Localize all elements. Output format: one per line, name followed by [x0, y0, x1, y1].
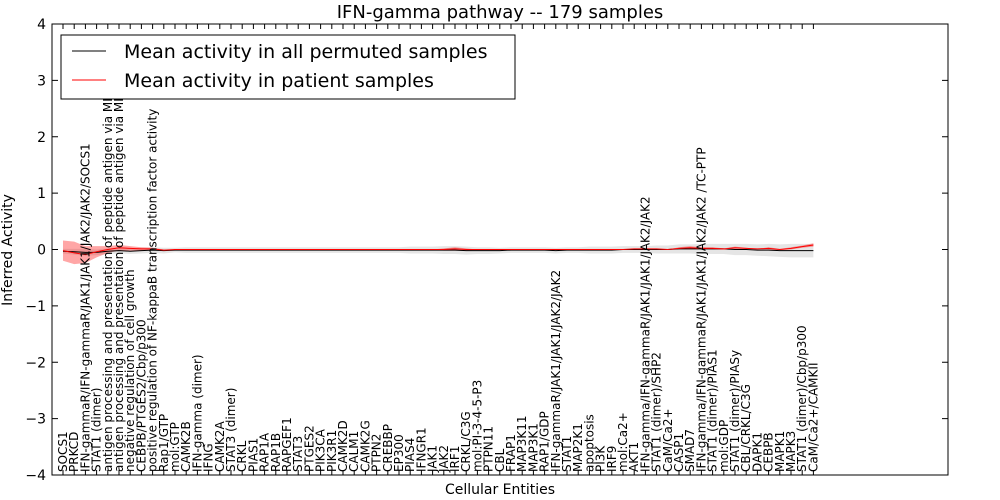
x-tick-label: SOCS1	[56, 431, 70, 472]
y-tick-label: 1	[37, 186, 46, 202]
x-tick-label: CREBBP	[381, 424, 395, 472]
x-tick-label: IFN-gammaR/JAK1/JAK1/JAK2/JAK2	[549, 270, 563, 472]
x-tick-label: IRF9	[605, 446, 619, 472]
y-tick-label: 2	[37, 130, 46, 146]
x-tick-label: CaM/Ca2+/CAMKII	[806, 363, 820, 472]
x-tick-label: IFN-gamma/IFN-gammaR/JAK1/JAK1/JAK2/JAK2	[638, 196, 652, 472]
x-tick-label: IFN-gamma/IFN-gammaR/JAK1/JAK1/JAK2/JAK2…	[694, 147, 708, 472]
x-tick-label: CRKL	[235, 440, 249, 472]
x-tick-label: STAT1 (dimer)/PIAS1	[706, 349, 720, 472]
x-tick-label: STAT3	[291, 436, 305, 472]
y-tick-label: −1	[25, 299, 46, 315]
x-tick-label: PIAS1	[246, 438, 260, 472]
y-tick-label: −2	[25, 355, 46, 371]
x-tick-label: CASP1	[672, 433, 686, 472]
x-tick-label: PTGES2	[302, 425, 316, 472]
x-tick-label: CRKL/C3G	[459, 411, 473, 472]
line-permuted	[62, 248, 814, 253]
y-axis-label: Inferred Activity	[0, 194, 16, 306]
x-tick-label: IFNG	[202, 443, 216, 472]
confidence-bands	[63, 240, 814, 265]
x-tick-label: RAP1/GDP	[538, 411, 552, 472]
x-tick-label: Rap1/GTP	[157, 414, 171, 472]
x-tick-label: antigen processing and presentation of p…	[101, 43, 115, 472]
x-tick-label: RAPGEF1	[280, 417, 294, 472]
x-tick-label: IFNGR1	[414, 427, 428, 472]
x-tick-label: PIK3CA	[314, 428, 328, 472]
x-tick-label: CAMK2A	[213, 421, 227, 472]
x-tick-label: AKT1	[627, 442, 641, 472]
x-tick-label: CEBPB/PTGES2/Cbp/p300	[134, 319, 148, 472]
x-tick-label: mol:PI-3-4-5-P3	[470, 380, 484, 472]
x-tick-label: CBL	[493, 448, 507, 472]
x-tick-label: RAP1B	[269, 433, 283, 472]
x-tick-label: CAMK2D	[336, 420, 350, 472]
x-tick-label: CEBPB	[762, 432, 776, 472]
x-tick-label: FRAP1	[504, 434, 518, 472]
x-tick-label: MAP3K11	[515, 415, 529, 472]
x-tick-label: STAT1 (dimer)/PIASy	[728, 350, 742, 472]
x-tick-label: MAPK3	[784, 431, 798, 472]
band-permuted	[63, 243, 814, 258]
y-tick-label: 4	[37, 17, 46, 33]
series-lines	[62, 244, 814, 256]
x-tick-label: CAMK2B	[179, 421, 193, 472]
x-tick-label: IFN-gammaR/IFN-gammaR/JAK1/JAK1/JAK2/JAK…	[78, 143, 92, 472]
x-tick-label: mol:GTP	[168, 422, 182, 472]
x-axis-label: Cellular Entities	[445, 482, 555, 498]
x-tick-label: PRKCD	[67, 432, 81, 472]
x-tick-label: DAPK1	[750, 432, 764, 472]
x-tick-label: CBL/CRKL/C3G	[739, 384, 753, 472]
x-tick-label: CaM/Ca2+	[661, 408, 675, 472]
x-tick-label: MAP3K1	[526, 423, 540, 472]
line-patient	[62, 244, 814, 256]
x-tick-label: apoptosis	[582, 414, 596, 472]
x-tick-label: mol:GDP	[717, 420, 731, 472]
y-axis: −4 −3 −2 −1 0 1 2 3 4	[25, 17, 948, 484]
y-tick-label: 3	[37, 73, 46, 89]
x-tick-label: MAP2K1	[571, 423, 585, 472]
x-tick-label: antigen processing and presentation of p…	[112, 40, 126, 472]
y-tick-label: −4	[25, 468, 46, 484]
x-tick-label: SMAD7	[683, 429, 697, 472]
y-tick-label: 0	[37, 243, 46, 259]
x-tick-label: PTPN11	[482, 426, 496, 472]
x-tick-label: CAMK2G	[358, 420, 372, 472]
x-tick-label: STAT1 (dimer)/Cbp/p300	[795, 325, 809, 472]
y-tick-label: −3	[25, 412, 46, 428]
x-tick-label: STAT1	[560, 436, 574, 472]
x-tick-label: mol:Ca2+	[616, 412, 630, 472]
legend-box	[60, 34, 516, 100]
x-tick-label: MAPK1	[773, 431, 787, 472]
x-tick-label: positive regulation of NF-kappaB transcr…	[146, 109, 160, 472]
x-tick-label: PI3K	[594, 445, 608, 472]
x-tick-label: IFN-gamma (dimer)	[190, 354, 204, 472]
x-tick-label: negative regulation of cell growth	[123, 269, 137, 472]
x-tick-label: JAK1	[426, 445, 440, 473]
x-tick-label: STAT3 (dimer)	[224, 388, 238, 472]
x-tick-label: STAT1 (dimer)	[90, 388, 104, 472]
legend: Mean activity in all permuted samples Me…	[60, 34, 516, 100]
x-tick-label: IRF1	[448, 446, 462, 472]
x-tick-label: PTPN2	[370, 434, 384, 472]
legend-label-permuted: Mean activity in all permuted samples	[124, 41, 487, 63]
x-tick-label: PIAS4	[403, 438, 417, 472]
x-tick-label: PIK3R1	[325, 430, 339, 472]
x-tick-label: CALM1	[347, 431, 361, 472]
x-axis: SOCS1PRKCDIFN-gammaR/IFN-gammaR/JAK1/JAK…	[56, 24, 820, 475]
x-tick-label: JAK2	[437, 445, 451, 473]
x-tick-label: EP300	[392, 434, 406, 472]
chart-title: IFN-gamma pathway -- 179 samples	[337, 2, 664, 23]
x-tick-label: RAP1A	[258, 432, 272, 472]
x-tick-label: STAT1 (dimer)/SHP2	[650, 352, 664, 472]
legend-label-patient: Mean activity in patient samples	[124, 70, 434, 92]
